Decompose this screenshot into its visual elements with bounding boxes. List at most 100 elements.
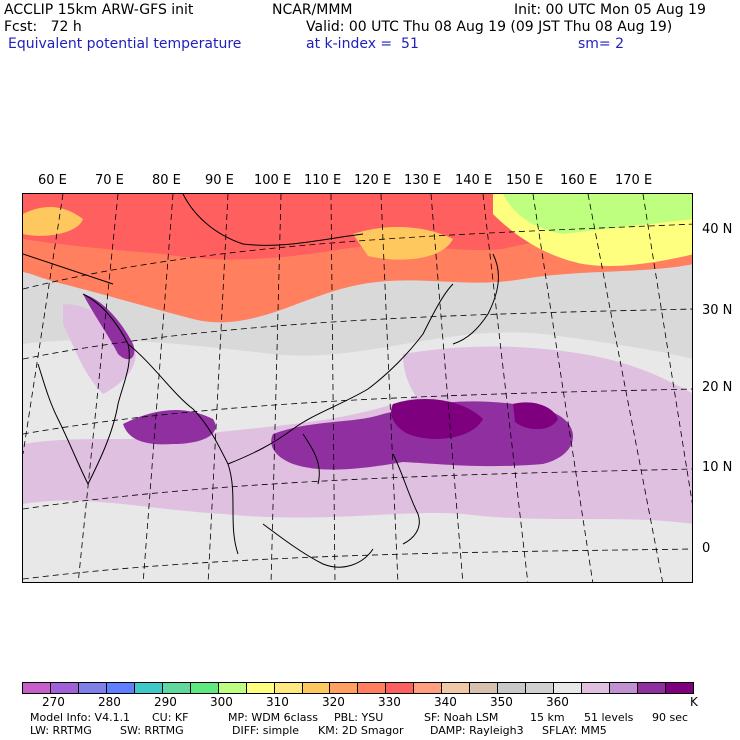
colorbar-swatch: [386, 683, 415, 693]
lon-line: [380, 194, 399, 582]
lon-label: 80 E: [152, 173, 181, 188]
footer-info: 51 levels: [584, 711, 634, 724]
footer-info: LW: RRTMG: [30, 724, 92, 737]
lon-line: [207, 194, 229, 582]
init-time: Init: 00 UTC Mon 05 Aug 19: [514, 2, 706, 18]
colorbar-swatch: [50, 683, 79, 693]
lon-label: 150 E: [506, 173, 544, 188]
colorbar-swatch: [246, 683, 275, 693]
lon-line: [23, 194, 64, 455]
lon-line: [587, 194, 664, 582]
footer-info: SF: Noah LSM: [424, 711, 499, 724]
field-name: Equivalent potential temperature: [8, 36, 242, 52]
orange-patch: [353, 227, 453, 260]
colorbar-tick-label: 290: [154, 695, 177, 709]
footer-info: 15 km: [530, 711, 565, 724]
lat-label: 30 N: [702, 303, 733, 318]
smoothing: sm= 2: [578, 36, 625, 52]
graticule: [23, 194, 692, 582]
colorbar-tick-label: 300: [210, 695, 233, 709]
footer-info: DIFF: simple: [232, 724, 300, 737]
colorbar-swatch: [23, 683, 51, 693]
map-canvas: [23, 194, 692, 582]
lat-label: 0: [702, 541, 711, 556]
lon-label: 60 E: [38, 173, 67, 188]
footer-info: 90 sec: [652, 711, 689, 724]
footer-info: SFLAY: MM5: [542, 724, 607, 737]
lon-label: 120 E: [354, 173, 392, 188]
colorbar-unit: K: [690, 695, 698, 709]
vietnam-coast: [302, 433, 320, 485]
colorbar-tick-label: 330: [378, 695, 401, 709]
footer-info: CU: KF: [152, 711, 189, 724]
colorbar-swatch: [162, 683, 191, 693]
lon-line: [77, 194, 119, 582]
borneo-coast: [262, 523, 374, 568]
footer-info: DAMP: Rayleigh3: [430, 724, 524, 737]
colorbar-swatch: [637, 683, 666, 693]
footer-info: PBL: YSU: [334, 711, 384, 724]
lon-label: 90 E: [205, 173, 234, 188]
lon-label: 70 E: [95, 173, 124, 188]
footer-info: MP: WDM 6class: [228, 711, 318, 724]
footer-info: SW: RRTMG: [120, 724, 184, 737]
lon-line: [430, 194, 464, 582]
lon-label: 140 E: [455, 173, 493, 188]
lon-line: [142, 194, 174, 582]
lon-label: 130 E: [404, 173, 442, 188]
footer-info: Model Info: V4.1.1: [30, 711, 131, 724]
colorbar-swatch: [330, 683, 359, 693]
lon-label: 110 E: [304, 173, 342, 188]
lon-line: [270, 194, 282, 582]
lat-line-40: [23, 223, 692, 290]
colorbar-tick-label: 310: [266, 695, 289, 709]
colorbar-swatch: [498, 683, 527, 693]
colorbar-swatch: [414, 683, 443, 693]
lon-label: 170 E: [615, 173, 653, 188]
colorbar-swatch: [665, 683, 693, 693]
colorbar-swatch: [358, 683, 387, 693]
deep-purple-core: [391, 399, 483, 439]
level-index: at k-index = 51: [306, 36, 419, 52]
japan-coast: [452, 253, 499, 345]
lon-line: [532, 194, 594, 582]
central-asia-border: [23, 253, 114, 285]
lat-line-30: [23, 308, 692, 360]
colorbar-tick-label: 340: [434, 695, 457, 709]
colorbar-swatch: [610, 683, 638, 693]
colorbar-swatch: [218, 683, 247, 693]
lat-label: 10 N: [702, 460, 733, 475]
colorbar-swatch: [470, 683, 499, 693]
colorbar-tick-label: 280: [98, 695, 121, 709]
deep-purple-core-east: [513, 402, 558, 430]
purple-region-north-india: [83, 294, 135, 360]
colorbar-tick-label: 270: [42, 695, 65, 709]
forecast-hour: Fcst: 72 h: [4, 19, 82, 35]
colorbar: [22, 682, 694, 694]
colorbar-swatch: [302, 683, 331, 693]
colorbar-swatch: [526, 683, 555, 693]
lat-label: 40 N: [702, 222, 733, 237]
orange-patch-west: [23, 207, 83, 236]
colorbar-swatch: [554, 683, 583, 693]
lat-label: 20 N: [702, 380, 733, 395]
lon-label: 160 E: [560, 173, 598, 188]
colorbar-swatch: [106, 683, 135, 693]
lon-line: [482, 194, 529, 582]
organization: NCAR/MMM: [272, 2, 353, 18]
theta-e-map: [22, 193, 693, 583]
colorbar-tick-label: 320: [322, 695, 345, 709]
model-title: ACCLIP 15km ARW-GFS init: [4, 2, 194, 18]
purple-region-bay: [123, 409, 216, 445]
india-coast: [37, 293, 130, 486]
bay-coast: [127, 343, 239, 555]
colorbar-tick-label: 350: [490, 695, 513, 709]
coastlines: [23, 194, 499, 568]
lon-line: [642, 194, 692, 504]
colorbar-tick-label: 360: [546, 695, 569, 709]
philippines-coast: [392, 453, 420, 545]
lon-label: 100 E: [254, 173, 292, 188]
lon-line: [330, 194, 336, 582]
colorbar-swatch: [134, 683, 163, 693]
valid-time: Valid: 00 UTC Thu 08 Aug 19 (09 JST Thu …: [306, 19, 673, 35]
